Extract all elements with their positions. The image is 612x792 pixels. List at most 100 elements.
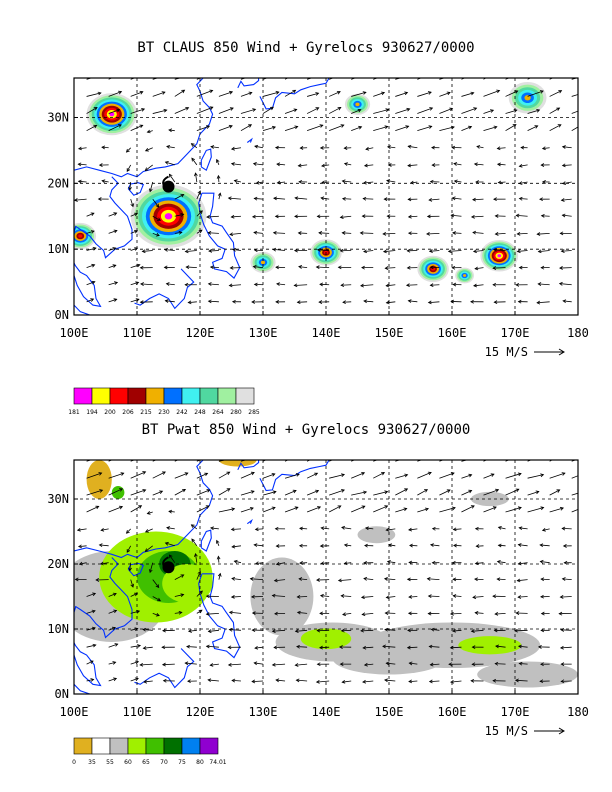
wind-arrow: [407, 144, 412, 149]
wind-arrow: [276, 562, 286, 565]
wind-arrow: [315, 265, 320, 269]
wind-arrow: [209, 106, 214, 110]
wind-arrow: [539, 559, 544, 564]
wind-arrow: [143, 646, 153, 649]
wind-arrow: [86, 281, 95, 286]
wind-arrow: [536, 300, 541, 305]
wind-arrow: [472, 198, 484, 201]
wind-arrow: [450, 472, 455, 476]
wind-arrow: [190, 524, 195, 528]
wind-arrow: [184, 249, 189, 254]
wind-arrow: [471, 629, 484, 632]
wind-arrow: [351, 91, 366, 97]
wind-arrow: [382, 644, 386, 649]
wind-arrow: [185, 662, 197, 665]
wind-arrow: [518, 562, 528, 565]
wind-arrow: [77, 544, 82, 549]
wind-arrow: [361, 265, 365, 270]
wind-arrow: [276, 180, 281, 185]
wind-arrow: [562, 164, 572, 166]
wind-arrow: [294, 629, 299, 633]
wind-arrow: [130, 579, 134, 588]
wind-arrow: [342, 613, 352, 615]
wind-arrow: [284, 89, 296, 97]
wind-arrow: [473, 596, 484, 598]
wind-arrow: [321, 163, 326, 168]
wind-arrow: [230, 527, 235, 532]
wind-arrow: [351, 126, 362, 132]
colorbar-label: 248: [194, 409, 206, 416]
wind-arrow: [384, 266, 389, 270]
wind-arrow: [470, 678, 475, 683]
wind-arrow: [316, 628, 321, 633]
wind-arrow: [298, 265, 303, 269]
wind-arrow: [130, 264, 140, 268]
wind-arrow: [461, 126, 472, 132]
wind-arrow: [262, 126, 276, 132]
wind-arrow: [395, 92, 408, 97]
wind-arrow: [515, 611, 520, 615]
colorbar-swatch: [181, 737, 201, 755]
wind-arrow: [275, 300, 279, 304]
wind-arrow: [276, 163, 286, 166]
wind-arrow: [373, 505, 388, 513]
wind-arrow: [342, 612, 347, 617]
wind-arrow: [337, 265, 342, 270]
wind-arrow: [493, 197, 497, 202]
wind-arrow: [571, 94, 578, 97]
wind-arrow: [351, 491, 367, 496]
wind-arrow: [255, 528, 264, 530]
wind-arrow: [294, 214, 298, 219]
wind-arrow: [231, 528, 241, 530]
colorbar-swatch: [109, 737, 129, 755]
wind-arrow: [473, 284, 484, 287]
wind-arrow: [363, 560, 368, 565]
wind-arrow: [251, 300, 255, 304]
wind-arrow: [86, 212, 95, 217]
wind-arrow: [240, 92, 252, 97]
coastline: [134, 268, 195, 310]
wind-arrow: [560, 646, 572, 649]
wind-arrow: [582, 75, 585, 78]
wind-arrow: [272, 125, 276, 130]
wind-arrow: [205, 456, 208, 459]
wind-arrow: [77, 179, 82, 184]
pwat-contour: [218, 460, 257, 467]
wind-arrow: [541, 215, 550, 217]
wind-arrow: [474, 611, 479, 615]
wind-arrow: [427, 91, 432, 95]
wind-arrow: [197, 190, 201, 195]
wind-arrow: [395, 488, 408, 496]
wind-arrow: [196, 106, 213, 114]
wind-arrow: [99, 544, 109, 547]
wind-arrow: [361, 214, 366, 219]
cyclone-symbol: [162, 180, 175, 193]
wind-arrow: [229, 107, 234, 111]
wind-arrow: [217, 556, 220, 563]
colorbar-label: 80: [196, 759, 204, 766]
wind-arrow: [210, 146, 219, 149]
wind-arrow: [174, 107, 189, 114]
wind-arrow: [430, 73, 433, 76]
wind-arrow: [417, 91, 432, 97]
wind-arrow: [100, 562, 109, 565]
wind-arrow: [560, 679, 565, 684]
x-tick-label: 170E: [501, 326, 530, 340]
wind-arrow: [91, 626, 96, 631]
wind-arrow: [296, 300, 301, 305]
wind-arrow: [518, 526, 523, 531]
wind-arrow: [490, 457, 493, 460]
wind-arrow: [363, 662, 368, 667]
wind-arrow: [102, 180, 109, 183]
wind-arrow: [381, 472, 386, 476]
wind-arrow: [343, 162, 348, 166]
wind-arrow: [108, 124, 122, 132]
wind-arrow: [130, 213, 138, 217]
wind-arrow: [231, 507, 236, 512]
wind-arrow: [240, 472, 255, 479]
wind-arrow: [185, 265, 190, 270]
wind-arrow: [146, 511, 151, 515]
wind-arrow: [409, 180, 414, 185]
cyclone-symbol: [162, 561, 175, 574]
wind-arrow: [144, 548, 149, 552]
